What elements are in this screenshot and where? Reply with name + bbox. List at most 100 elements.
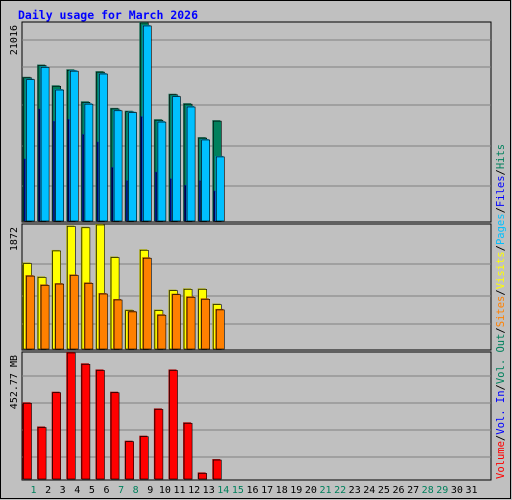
bar-sites-day-7 — [113, 299, 123, 350]
day-label: 26 — [392, 485, 404, 496]
legend-item: Sites — [495, 296, 507, 328]
day-label: 19 — [290, 485, 302, 496]
day-label: 27 — [407, 485, 419, 496]
bar-pages-day-7 — [113, 110, 123, 222]
bar-volume-day-2 — [37, 427, 47, 480]
bar-pages-day-6 — [99, 73, 108, 222]
day-label: 25 — [378, 485, 390, 496]
bar-pages-day-1 — [26, 79, 35, 222]
panel-volume: 452.77 MB — [9, 351, 492, 481]
day-label: 4 — [74, 485, 80, 496]
panel-hits: 21016 — [9, 21, 492, 223]
day-label: 30 — [451, 485, 463, 496]
legend-item: Hits — [495, 144, 507, 169]
bar-sites-day-13 — [201, 299, 210, 350]
legend-text: Volume/Vol. In/Vol. Out/Sites/Visits/Pag… — [495, 144, 507, 479]
panel-volume-plot-area — [21, 351, 492, 481]
day-label: 11 — [173, 485, 185, 496]
day-label: 9 — [147, 485, 153, 496]
bar-volume-day-5 — [81, 364, 91, 480]
day-label: 22 — [334, 485, 346, 496]
bar-pages-day-4 — [70, 70, 79, 222]
day-label: 15 — [232, 485, 244, 496]
day-label: 16 — [246, 485, 258, 496]
bar-pages-day-9 — [143, 25, 152, 222]
bar-volume-day-10 — [154, 409, 164, 480]
bar-sites-day-3 — [55, 283, 65, 350]
bar-pages-day-13 — [201, 139, 210, 222]
day-label: 21 — [319, 485, 331, 496]
day-label: 24 — [363, 485, 375, 496]
bar-sites-day-8 — [128, 311, 137, 350]
bar-pages-day-12 — [186, 106, 196, 222]
bar-sites-day-4 — [70, 275, 79, 350]
chart-title: Daily usage for March 2026 — [18, 8, 198, 22]
x-axis-day-labels: 1 2 3 4 5 6 7 8 9 10 11 12 13 14 15 16 17 18 19 20 21 22 23 24 2… — [30, 485, 477, 496]
bar-pages-day-14 — [216, 156, 225, 222]
day-label: 12 — [188, 485, 200, 496]
bar-volume-day-4 — [67, 352, 76, 480]
legend-item: Pages — [495, 213, 507, 245]
bar-sites-day-14 — [216, 309, 225, 350]
legend-item: Files — [495, 175, 507, 207]
day-label: 29 — [436, 485, 448, 496]
day-label: 13 — [203, 485, 215, 496]
bar-sites-day-5 — [84, 283, 94, 350]
panel-hits-max-label: 21016 — [9, 25, 20, 55]
legend-separator: / — [495, 207, 507, 213]
chart-legend: Volume/Vol. In/Vol. Out/Sites/Visits/Pag… — [495, 144, 507, 479]
legend-separator: / — [495, 245, 507, 251]
legend-separator: / — [495, 289, 507, 295]
bar-volume-day-7 — [110, 392, 120, 480]
bar-sites-day-9 — [143, 257, 152, 350]
day-label: 2 — [45, 485, 51, 496]
bar-volume-day-8 — [125, 441, 134, 480]
bar-volume-day-11 — [169, 370, 178, 480]
day-label: 14 — [217, 485, 229, 496]
bar-volume-day-3 — [52, 392, 62, 480]
legend-separator: / — [495, 327, 507, 333]
bar-pages-day-5 — [84, 103, 94, 222]
bar-volume-day-1 — [23, 403, 32, 480]
bar-pages-day-11 — [172, 96, 181, 222]
panel-volume-max-label: 452.77 MB — [9, 355, 20, 409]
day-label: 6 — [103, 485, 109, 496]
day-label: 7 — [118, 485, 124, 496]
bar-volume-day-6 — [96, 370, 105, 480]
legend-separator: / — [495, 435, 507, 441]
legend-item: Vol. In — [495, 390, 507, 434]
day-label: 31 — [465, 485, 477, 496]
chart-panels: 21016 1872 452.77 MB — [9, 21, 492, 481]
bar-volume-day-12 — [183, 423, 193, 480]
legend-item: Visits — [495, 251, 507, 289]
day-label: 5 — [89, 485, 95, 496]
bar-volume-day-9 — [140, 436, 149, 480]
legend-separator: / — [495, 169, 507, 175]
day-label: 10 — [159, 485, 171, 496]
day-label: 1 — [30, 485, 36, 496]
bar-volume-day-14 — [213, 459, 222, 480]
day-label: 20 — [305, 485, 317, 496]
panel-visits-max-label: 1872 — [9, 227, 20, 251]
bar-pages-day-10 — [157, 121, 167, 222]
bar-pages-day-3 — [55, 89, 65, 222]
bar-pages-day-2 — [40, 67, 50, 222]
legend-separator: / — [495, 384, 507, 390]
day-label: 17 — [261, 485, 273, 496]
bar-pages-day-8 — [128, 112, 137, 222]
legend-item: Volume — [495, 441, 507, 479]
panel-visits: 1872 — [9, 223, 492, 351]
bar-sites-day-1 — [26, 275, 35, 350]
day-label: 8 — [133, 485, 139, 496]
bar-volume-day-13 — [198, 473, 207, 480]
day-label: 23 — [349, 485, 361, 496]
bar-sites-day-2 — [40, 285, 50, 350]
day-label: 18 — [276, 485, 288, 496]
day-label: 28 — [422, 485, 434, 496]
bar-sites-day-12 — [186, 297, 196, 350]
legend-item: Vol. Out — [495, 334, 507, 385]
bar-sites-day-11 — [172, 294, 181, 350]
bar-sites-day-10 — [157, 314, 167, 350]
